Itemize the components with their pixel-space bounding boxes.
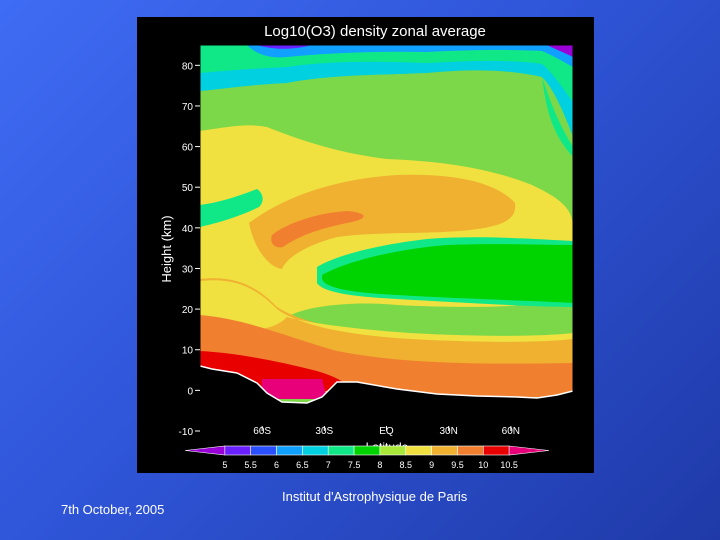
y-tick-label: -10 — [179, 427, 194, 438]
footer-date: 7th October, 2005 — [61, 502, 165, 517]
colorbar-swatch — [483, 445, 510, 456]
colorbar-label: 9 — [429, 460, 434, 470]
band-green-right-strip — [542, 77, 573, 157]
band-yellow-lower — [200, 280, 573, 342]
y-tick-label: 80 — [182, 61, 194, 72]
band-purple-top-right — [547, 45, 573, 57]
chart-figure: Log10(O3) density zonal average — [137, 17, 594, 473]
colorbar-label: 8.5 — [400, 460, 413, 470]
y-tick-label: 30 — [182, 264, 194, 275]
colorbar-label: 10.5 — [500, 460, 518, 470]
y-tick-label: 70 — [182, 102, 194, 113]
y-tick-label: 40 — [182, 224, 194, 235]
colorbar-swatch — [379, 445, 407, 456]
x-tick-label: 30S — [315, 426, 333, 437]
band-green-mid-left — [200, 189, 263, 227]
colorbar-label: 9.5 — [451, 460, 464, 470]
colorbar-swatch — [508, 445, 550, 456]
colorbar-label: 8 — [377, 460, 382, 470]
band-orange-core — [249, 174, 516, 269]
ground-outline — [200, 365, 573, 404]
colorbar-swatch — [224, 445, 251, 456]
y-axis-label: Height (km) — [159, 215, 174, 282]
band-yellow-pocket — [226, 154, 253, 174]
band-darkorange-core — [271, 211, 364, 248]
colorbar-swatch — [353, 445, 381, 456]
colorbar-swatch — [250, 445, 277, 456]
colorbar-label: 5 — [222, 460, 227, 470]
colorbar-label: 5.5 — [244, 460, 257, 470]
chart-svg: Log10(O3) density zonal average — [159, 23, 574, 470]
y-tick-label: 0 — [187, 386, 193, 397]
x-tick-label: EQ — [379, 426, 394, 437]
colorbar-swatch — [457, 445, 484, 456]
plot-area — [200, 45, 573, 431]
y-tick-label: 10 — [182, 346, 194, 357]
colorbar: 5 5.5 6 6.5 7 7.5 8 8.5 9 9.5 10 10.5 — [184, 445, 550, 470]
colorbar-swatch — [276, 445, 303, 456]
y-tick-label: 50 — [182, 183, 194, 194]
colorbar-swatch — [405, 445, 432, 456]
band-cyan-top — [200, 45, 573, 137]
band-blue-top — [247, 45, 573, 67]
colorbar-swatch — [302, 445, 329, 456]
colorbar-label: 7 — [326, 460, 331, 470]
band-purple-top — [257, 45, 312, 49]
y-tick-label: 20 — [182, 305, 194, 316]
y-tick-label: 60 — [182, 143, 194, 154]
chart-title: Log10(O3) density zonal average — [264, 23, 486, 40]
y-axis: -10 0 10 20 30 40 50 60 70 80 — [179, 61, 200, 438]
colorbar-swatch — [431, 445, 458, 456]
x-tick-label: 30N — [439, 426, 457, 437]
colorbar-label: 6.5 — [296, 460, 309, 470]
colorbar-label: 10 — [478, 460, 488, 470]
colorbar-label: 6 — [274, 460, 279, 470]
x-tick-label: 60N — [502, 426, 520, 437]
colorbar-swatch — [327, 445, 355, 456]
band-darkgreen-core — [322, 244, 573, 303]
footer-institution: Institut d'Astrophysique de Paris — [282, 489, 468, 504]
ground-mask — [200, 366, 573, 431]
colorbar-swatch — [184, 445, 226, 456]
colorbar-label: 7.5 — [348, 460, 361, 470]
band-ltgreen-top — [200, 45, 573, 102]
band-magenta-lower — [262, 379, 327, 399]
x-tick-label: 60S — [253, 426, 271, 437]
x-axis: 60S 30S EQ 30N 60N — [253, 426, 520, 437]
